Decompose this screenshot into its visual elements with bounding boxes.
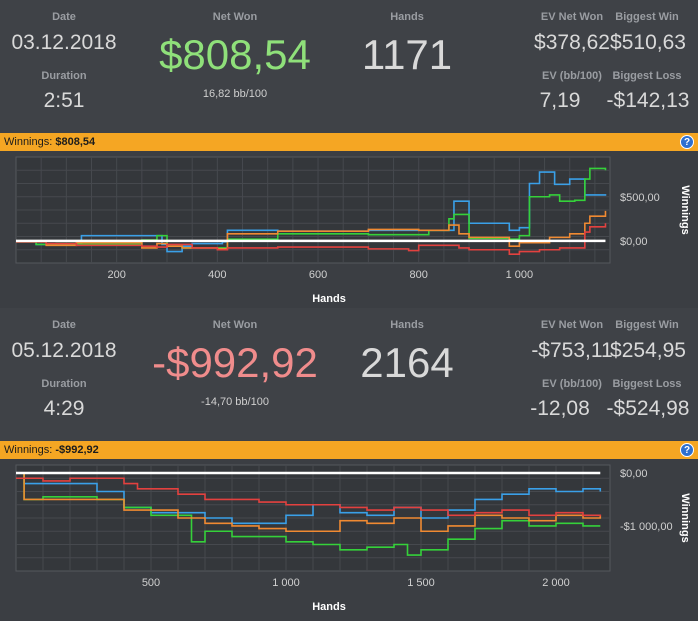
x-tick-label: 200 <box>107 269 125 281</box>
biggest-loss-label: Biggest Loss <box>612 378 682 390</box>
biggest-loss-label: Biggest Loss <box>612 70 682 82</box>
date-label: Date <box>52 11 76 23</box>
date-label: Date <box>52 319 76 331</box>
y-tick-label: $500,00 <box>620 192 660 204</box>
ev-bb-label: EV (bb/100) <box>542 70 602 82</box>
winnings-chart: 200 400 600 800 1 000 $0,00 $500,00 Hands Winnin… <box>0 151 698 308</box>
x-tick-label: 1 500 <box>407 577 435 589</box>
date-value: 03.12.2018 <box>11 31 117 54</box>
winnings-bar-text: Winnings: -$992,92 <box>4 441 99 459</box>
y-tick-label: $0,00 <box>620 468 648 480</box>
biggest-win-value: $510,63 <box>610 31 686 54</box>
winnings-chart-svg: 500 1 000 1 500 2 000 $0,00 -$1 000,00 Hands Wi… <box>15 464 691 613</box>
biggest-loss-value: -$524,98 <box>606 397 690 420</box>
y-tick-label: $0,00 <box>620 236 648 248</box>
y-axis-label: Winnings <box>679 493 691 542</box>
winnings-bar-value: -$992,92 <box>55 444 99 456</box>
winnings-bar: Winnings: -$992,92 ? <box>0 441 698 459</box>
hands-value: 2164 <box>360 339 454 386</box>
x-tick-label: 600 <box>309 269 327 281</box>
biggest-win-label: Biggest Win <box>615 11 679 23</box>
help-icon[interactable]: ? <box>680 443 694 457</box>
duration-label: Duration <box>41 378 87 390</box>
y-axis-label: Winnings <box>679 185 691 234</box>
ev-bb-label: EV (bb/100) <box>542 378 602 390</box>
biggest-loss-value: -$142,13 <box>606 89 690 112</box>
net-won-label: Net Won <box>212 11 258 23</box>
bb-per-100: -14,70 bb/100 <box>201 396 269 408</box>
series-line-3 <box>16 477 602 517</box>
series-line-2 <box>16 210 607 250</box>
ev-bb-value: 7,19 <box>539 89 581 112</box>
x-tick-label: 1 000 <box>506 269 534 281</box>
winnings-chart-svg: 200 400 600 800 1 000 $0,00 $500,00 Hands Winnin… <box>15 156 691 305</box>
net-won-value: $808,54 <box>159 31 311 78</box>
y-tick-label: -$1 000,00 <box>620 521 673 533</box>
net-won-label: Net Won <box>212 319 258 331</box>
x-tick-label: 1 000 <box>272 577 300 589</box>
x-tick-label: 500 <box>142 577 160 589</box>
session-panel: Date 03.12.2018 Duration 2:51 Net Won $8… <box>0 0 698 308</box>
winnings-bar-value: $808,54 <box>55 136 96 148</box>
x-axis-label: Hands <box>312 601 346 613</box>
hands-label: Hands <box>390 319 424 331</box>
series-line-2 <box>16 472 602 533</box>
duration-label: Duration <box>41 70 87 82</box>
x-tick-label: 800 <box>410 269 428 281</box>
winnings-bar-label: Winnings: <box>4 136 53 148</box>
ev-net-won-value: -$753,11 <box>531 339 613 362</box>
series-line-3 <box>16 223 607 255</box>
biggest-win-value: $254,95 <box>610 339 686 362</box>
hands-value: 1171 <box>361 31 453 78</box>
bb-per-100: 16,82 bb/100 <box>202 88 268 100</box>
date-value: 05.12.2018 <box>11 339 117 362</box>
x-axis-label: Hands <box>312 293 346 305</box>
ev-net-won-value: $378,62 <box>534 31 610 54</box>
hands-label: Hands <box>390 11 424 23</box>
net-won-value: -$992,92 <box>152 339 318 386</box>
help-icon[interactable]: ? <box>680 135 694 149</box>
biggest-win-label: Biggest Win <box>615 319 679 331</box>
winnings-bar-text: Winnings: $808,54 <box>4 133 95 151</box>
winnings-chart: 500 1 000 1 500 2 000 $0,00 -$1 000,00 Hands Wi… <box>0 459 698 616</box>
duration-value: 2:51 <box>43 89 85 112</box>
ev-net-won-label: EV Net Won <box>540 11 604 23</box>
x-tick-label: 400 <box>208 269 226 281</box>
winnings-bar-label: Winnings: <box>4 444 53 456</box>
ev-net-won-label: EV Net Won <box>540 319 604 331</box>
duration-value: 4:29 <box>43 397 85 420</box>
session-stats: Date 05.12.2018 Duration 4:29 Net Won -$… <box>0 308 698 441</box>
session-stats: Date 03.12.2018 Duration 2:51 Net Won $8… <box>0 0 698 133</box>
ev-bb-value: -12,08 <box>530 397 590 420</box>
x-tick-label: 2 000 <box>542 577 570 589</box>
winnings-bar: Winnings: $808,54 ? <box>0 133 698 151</box>
session-panel: Date 05.12.2018 Duration 4:29 Net Won -$… <box>0 308 698 616</box>
